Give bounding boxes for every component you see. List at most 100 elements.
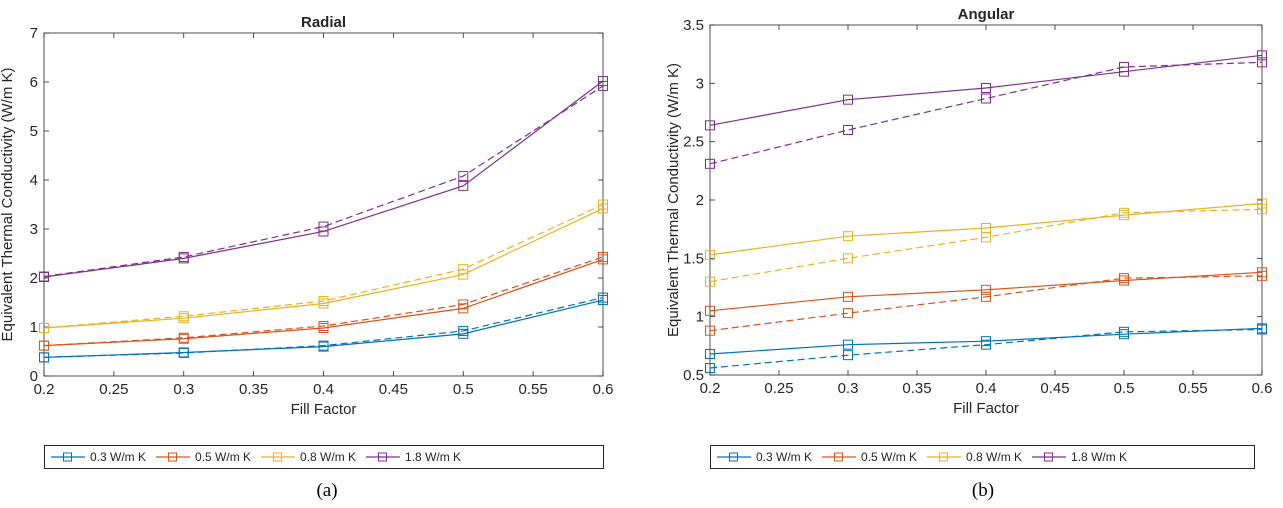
data-point-marker — [843, 308, 853, 319]
data-point-marker — [318, 296, 329, 307]
data-point-marker — [178, 311, 189, 322]
legend-item: 0.3 W/m K — [717, 450, 812, 464]
data-point-marker — [705, 305, 715, 316]
data-point-marker — [1257, 324, 1267, 335]
data-point-marker — [318, 221, 329, 232]
angular-x-tick-label: 0.35 — [902, 380, 931, 397]
data-point-marker — [598, 80, 608, 91]
data-point-marker — [458, 264, 469, 275]
legend-label: 0.5 W/m K — [861, 450, 918, 464]
legend-label: 0.3 W/m K — [90, 450, 147, 464]
data-point-marker — [1119, 326, 1129, 337]
radial-x-tick-label: 0.35 — [239, 381, 268, 398]
legend-label: 0.5 W/m K — [195, 450, 252, 464]
series-line — [709, 54, 1263, 126]
radial-y-tick-label: 2 — [30, 270, 38, 287]
data-point-marker — [1119, 62, 1129, 72]
angular-series-0-3-w-m-k-dashed — [705, 324, 1267, 373]
angular-y-tick-label: 0.5 — [683, 367, 704, 384]
data-point-marker — [1257, 204, 1267, 215]
data-point-marker — [843, 125, 853, 135]
angular-y-tick-label: 1 — [696, 309, 704, 326]
series-line — [709, 61, 1263, 165]
data-point-marker — [1257, 270, 1267, 281]
legend-swatch-marker — [63, 452, 72, 462]
angular-series-0-8-w-m-k-dashed — [705, 204, 1267, 287]
angular-x-tick-label: 0.5 — [1114, 380, 1135, 397]
series-line — [43, 297, 604, 358]
series-line — [709, 275, 1263, 332]
data-point-marker — [705, 349, 715, 359]
series-line — [709, 327, 1263, 355]
data-point-marker — [39, 271, 49, 282]
radial-series-0-8-w-m-k-dashed — [39, 199, 608, 333]
data-point-marker — [458, 269, 469, 280]
radial-series-1-8-w-m-k-dashed — [39, 80, 608, 282]
data-point-marker — [39, 352, 49, 363]
radial-series-0-3-w-m-k-dashed — [39, 292, 608, 363]
radial-axes-box — [43, 32, 604, 377]
data-point-marker — [318, 340, 329, 351]
data-point-marker — [1119, 207, 1129, 218]
data-point-marker — [1119, 273, 1129, 284]
data-point-marker — [1257, 198, 1267, 209]
series-line — [709, 208, 1263, 283]
legend-swatch — [822, 452, 857, 462]
angular-series-1-8-w-m-k-dashed — [705, 57, 1267, 169]
data-point-marker — [705, 276, 715, 287]
series-line — [43, 256, 604, 347]
data-point-marker — [705, 158, 715, 169]
legend-label: 0.8 W/m K — [966, 450, 1023, 464]
angular-y-tick-label: 3.5 — [683, 17, 704, 34]
legend-label: 1.8 W/m K — [405, 450, 462, 464]
radial-x-tick-label: 0.4 — [313, 381, 334, 398]
legend-swatch-marker — [729, 452, 738, 462]
legend-swatch — [366, 452, 401, 462]
data-point-marker — [458, 171, 469, 182]
legend-swatch — [1032, 452, 1067, 462]
legend-swatch — [51, 452, 85, 462]
data-point-marker — [843, 94, 853, 105]
data-point-marker — [458, 325, 469, 336]
data-point-marker — [598, 199, 608, 210]
legend-label: 1.8 W/m K — [1071, 450, 1128, 464]
legend-swatch-marker — [939, 452, 949, 462]
data-point-marker — [178, 251, 189, 262]
data-point-marker — [318, 321, 329, 332]
legend-swatch — [156, 452, 191, 462]
data-point-marker — [843, 253, 853, 264]
legend-item: 0.5 W/m K — [822, 450, 917, 464]
angular-x-axis-label: Fill Factor — [953, 400, 1019, 417]
legend-swatch — [717, 452, 751, 462]
data-point-marker — [843, 291, 853, 302]
data-point-marker — [458, 180, 469, 191]
series-line — [43, 258, 604, 347]
data-point-marker — [981, 291, 991, 302]
data-point-marker — [1257, 57, 1267, 68]
chart-panel-radial: 0.2 0.25 0.3 0.35 0.4 0.45 0.5 0.55 0.6 0 1 2 3 4 5 6 7 R… — [0, 0, 640, 508]
legend-item: 1.8 W/m K — [366, 450, 461, 464]
angular-x-tick-label: 0.3 — [838, 380, 859, 397]
radial-y-tick-label: 1 — [30, 319, 38, 336]
legend-swatch-marker — [273, 452, 283, 462]
data-point-marker — [981, 284, 991, 295]
legend-item: 0.5 W/m K — [156, 450, 251, 464]
legend-item: 0.3 W/m K — [51, 450, 146, 464]
radial-x-tick-label: 0.25 — [99, 381, 128, 398]
radial-x-tick-label: 0.45 — [379, 381, 408, 398]
angular-x-tick-label: 0.45 — [1040, 380, 1069, 397]
radial-y-tick-label: 5 — [30, 123, 38, 140]
radial-y-tick-label: 3 — [30, 221, 38, 238]
legend-swatch-marker — [834, 452, 844, 462]
data-point-marker — [458, 299, 469, 310]
radial-chart: 0.2 0.25 0.3 0.35 0.4 0.45 0.5 0.55 0.6 0 1 2 3 4 5 6 7 R… — [0, 14, 613, 418]
legend-swatch-marker — [1044, 452, 1054, 462]
data-point-marker — [39, 322, 49, 333]
data-point-marker — [598, 251, 608, 262]
data-point-marker — [178, 332, 189, 343]
angular-y-tick-label: 1.5 — [683, 250, 704, 267]
data-point-marker — [1257, 50, 1267, 61]
radial-series-0-5-w-m-k-dashed — [39, 251, 608, 351]
radial-chart-title: Radial — [301, 14, 346, 31]
angular-y-axis-label: Equivalent Thermal Conductivity (W/m K) — [665, 63, 682, 337]
